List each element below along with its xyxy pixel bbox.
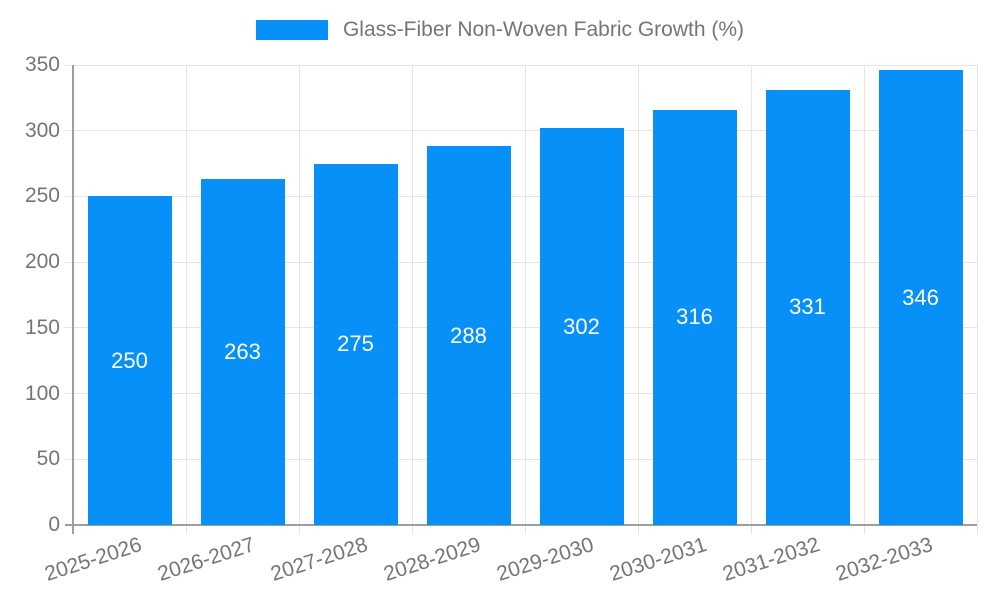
x-tick-mark	[750, 525, 752, 534]
bar-value-label: 302	[563, 313, 600, 339]
y-tick-mark	[65, 458, 73, 460]
x-tick-mark	[863, 525, 865, 534]
x-tick-label: 2026-2027	[154, 533, 258, 586]
bar-value-label: 275	[337, 331, 374, 357]
y-tick-mark	[65, 261, 73, 263]
x-tick-label: 2025-2026	[41, 533, 145, 586]
bar-value-label: 288	[450, 322, 487, 348]
y-tick-label: 300	[24, 118, 60, 142]
y-tick-label: 200	[24, 250, 60, 274]
y-tick-label: 350	[24, 53, 60, 76]
y-tick-mark	[65, 130, 73, 132]
y-tick-mark	[65, 327, 73, 329]
x-tick-mark	[411, 525, 413, 534]
bar-2028-2029[interactable]: 288	[426, 146, 511, 525]
bar-2027-2028[interactable]: 275	[313, 163, 398, 525]
x-tick-label: 2028-2029	[380, 533, 484, 586]
x-tick-label: 2027-2028	[267, 533, 371, 586]
legend-swatch-icon	[255, 20, 328, 40]
y-tick-mark	[65, 64, 73, 66]
x-tick-label: 2032-2033	[832, 533, 936, 586]
gridline-vertical	[185, 65, 187, 525]
y-tick-label: 150	[24, 315, 60, 339]
y-tick-label: 0	[48, 513, 60, 536]
x-tick-mark	[298, 525, 300, 534]
bar-value-label: 316	[676, 304, 713, 330]
x-tick-label: 2031-2032	[719, 533, 823, 586]
x-tick-mark	[524, 525, 526, 534]
bar-value-label: 331	[789, 294, 826, 320]
x-axis-line	[65, 524, 977, 526]
bar-2031-2032[interactable]: 331	[765, 89, 850, 525]
bar-2025-2026[interactable]: 250	[87, 196, 172, 525]
y-tick-mark	[65, 393, 73, 395]
bar-2026-2027[interactable]: 263	[200, 179, 285, 525]
gridline-vertical	[750, 65, 752, 525]
y-tick-label: 250	[24, 184, 60, 208]
gridline-vertical	[863, 65, 865, 525]
y-tick-label: 50	[36, 447, 60, 471]
y-tick-mark	[65, 195, 73, 197]
gridline-vertical	[976, 65, 978, 525]
legend-item[interactable]: Glass-Fiber Non-Woven Fabric Growth (%)	[0, 18, 1000, 42]
x-tick-mark	[637, 525, 639, 534]
bar-value-label: 263	[224, 339, 261, 365]
bar-2030-2031[interactable]: 316	[652, 109, 737, 525]
x-tick-label: 2030-2031	[606, 533, 710, 586]
x-tick-label: 2029-2030	[493, 533, 597, 586]
x-tick-mark	[185, 525, 187, 534]
gridline-vertical	[298, 65, 300, 525]
gridline-vertical	[637, 65, 639, 525]
bar-value-label: 250	[111, 347, 148, 373]
gridline-vertical	[524, 65, 526, 525]
bar-2032-2033[interactable]: 346	[878, 70, 963, 525]
y-tick-label: 100	[24, 381, 60, 405]
bar-value-label: 346	[902, 284, 939, 310]
legend-label: Glass-Fiber Non-Woven Fabric Growth (%)	[342, 18, 745, 41]
y-axis-line	[72, 65, 74, 534]
x-tick-mark	[976, 525, 978, 534]
gridline-vertical	[411, 65, 413, 525]
bar-2029-2030[interactable]: 302	[539, 128, 624, 525]
